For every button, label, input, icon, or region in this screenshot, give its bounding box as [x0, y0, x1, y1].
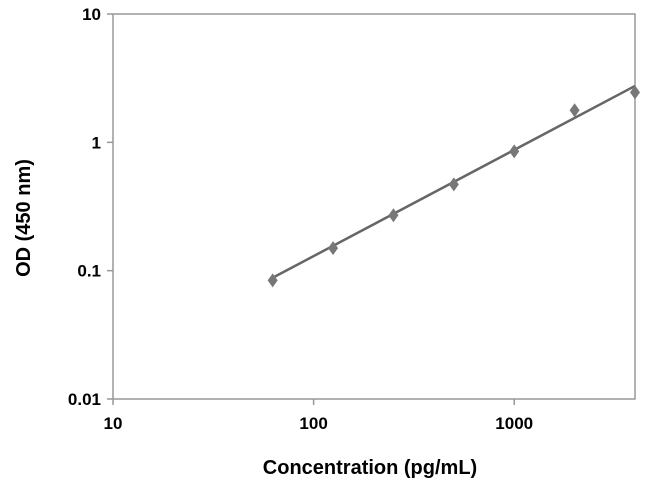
y-tick-label: 0.1 — [77, 262, 101, 281]
x-tick-label: 1000 — [495, 414, 533, 433]
data-point — [569, 103, 580, 118]
x-tick-label: 100 — [299, 414, 327, 433]
y-tick-label: 10 — [82, 5, 101, 24]
x-axis-label: Concentration (pg/mL) — [263, 457, 477, 479]
y-tick-label: 1 — [92, 133, 101, 152]
data-point — [630, 85, 640, 100]
data-point — [267, 273, 278, 288]
data-point — [388, 208, 399, 223]
data-point — [509, 144, 520, 159]
y-axis-label: OD (450 nm) — [13, 159, 35, 277]
y-tick-label: 0.01 — [68, 390, 101, 409]
plot-area — [112, 13, 636, 400]
data-point — [328, 241, 339, 256]
x-tick-label: 10 — [104, 414, 123, 433]
data-point — [448, 177, 459, 192]
